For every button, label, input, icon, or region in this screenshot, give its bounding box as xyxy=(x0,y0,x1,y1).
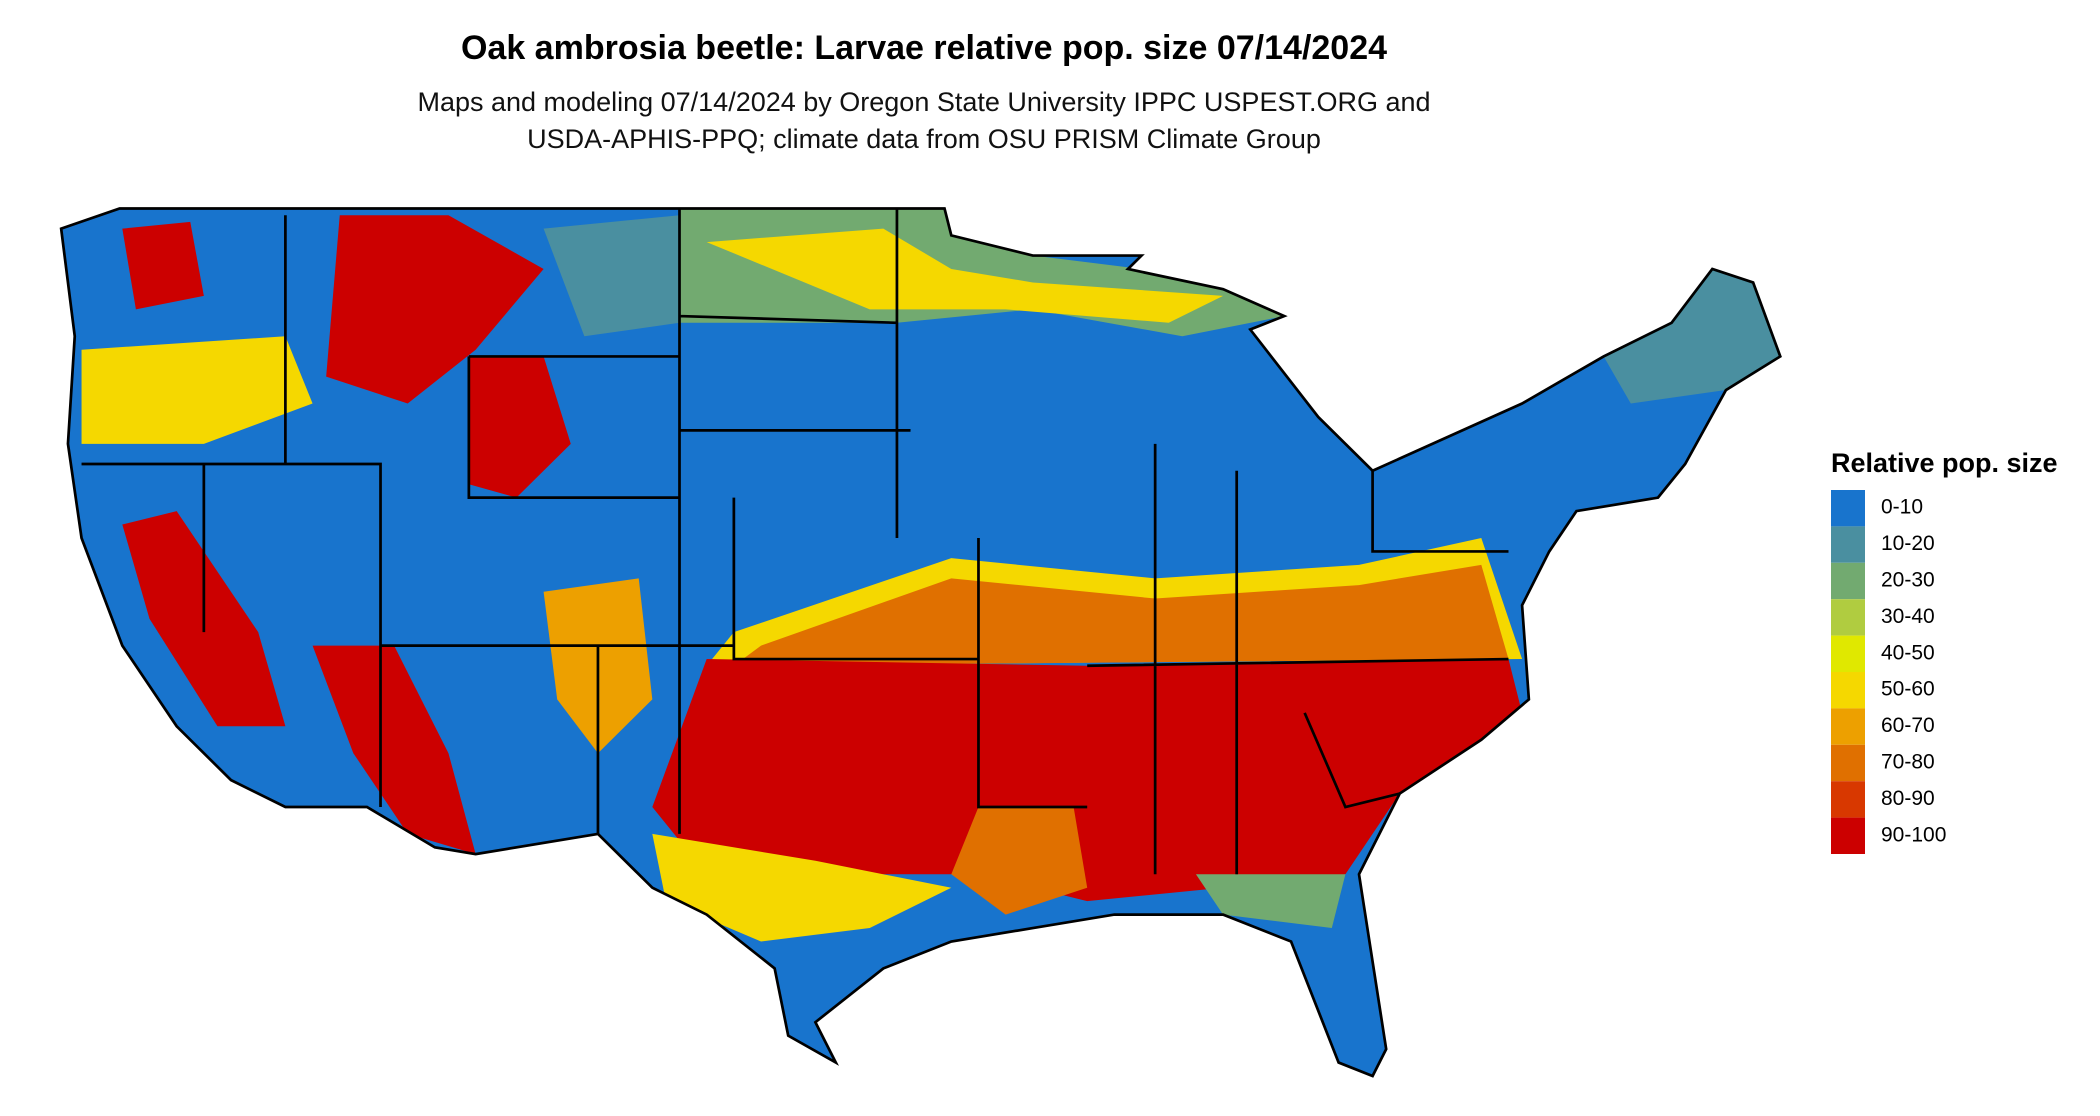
region xyxy=(122,221,204,310)
legend: 0-10 10-20 20-30 30-40 40-50 50-60 60-70 70-80 8… xyxy=(1831,490,1946,854)
legend-label: 50-60 xyxy=(1881,678,1935,701)
legend-label: 80-90 xyxy=(1881,787,1935,810)
map-title: Oak ambrosia beetle: Larvae relative pop… xyxy=(461,29,1387,67)
subtitle-line: USDA-APHIS-PPQ; climate data from OSU PR… xyxy=(527,124,1321,154)
outline xyxy=(59,207,1782,1078)
legend-swatch xyxy=(1831,490,1865,527)
legend-title: Relative pop. size xyxy=(1831,448,2058,478)
region xyxy=(652,833,952,942)
legend-label: 60-70 xyxy=(1881,714,1935,737)
region xyxy=(706,228,1224,323)
legend-label: 0-10 xyxy=(1881,496,1923,519)
region xyxy=(951,807,1088,915)
legend-swatch xyxy=(1831,672,1865,709)
region xyxy=(81,336,313,444)
legend-swatch xyxy=(1831,817,1865,854)
legend-swatch xyxy=(1831,781,1865,818)
region xyxy=(326,215,544,404)
legend-label: 40-50 xyxy=(1881,641,1935,664)
region xyxy=(312,645,476,855)
region xyxy=(733,564,1509,666)
legend-label: 70-80 xyxy=(1881,751,1935,774)
region xyxy=(468,356,571,498)
us-map xyxy=(59,207,1782,1078)
legend-label: 30-40 xyxy=(1881,605,1935,628)
state-borders xyxy=(59,207,1782,1078)
legend-label: 10-20 xyxy=(1881,532,1935,555)
legend-label: 20-30 xyxy=(1881,569,1935,592)
region xyxy=(1195,874,1346,929)
region xyxy=(543,215,680,337)
subtitle-line: Maps and modeling 07/14/2024 by Oregon S… xyxy=(417,87,1430,117)
legend-swatch xyxy=(1831,526,1865,563)
legend-swatch xyxy=(1831,599,1865,636)
region xyxy=(1603,269,1781,404)
legend-swatch xyxy=(1831,562,1865,600)
legend-label: 90-100 xyxy=(1881,823,1946,846)
region xyxy=(652,659,1523,902)
legend-swatch xyxy=(1831,635,1865,672)
legend-swatch xyxy=(1831,708,1865,745)
legend-swatch xyxy=(1831,744,1865,782)
